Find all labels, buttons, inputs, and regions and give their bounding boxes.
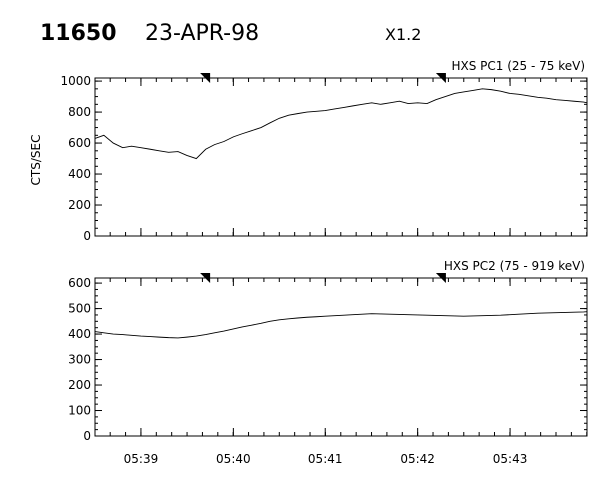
y-tick-label: 400: [68, 327, 91, 341]
y-axis-label: CTS/SEC: [29, 135, 43, 186]
pc2-title: HXS PC2 (75 - 919 keV): [444, 259, 585, 273]
x-tick-label: 05:42: [400, 452, 435, 466]
time-marker: [200, 73, 211, 83]
pc1-title: HXS PC1 (25 - 75 keV): [451, 59, 585, 73]
y-tick-label: 800: [68, 105, 91, 119]
time-marker: [200, 273, 211, 283]
x-tick-label: 05:39: [124, 452, 159, 466]
x-tick-label: 05:41: [308, 452, 343, 466]
x-tick-label: 05:40: [216, 452, 251, 466]
y-tick-label: 100: [68, 404, 91, 418]
series-line: [94, 311, 588, 339]
pc2-panel: HXS PC2 (75 - 919 keV) 0 100 200 300 400 500 6…: [68, 259, 588, 466]
y-tick-label: 200: [68, 198, 91, 212]
y-tick-label: 1000: [60, 74, 91, 88]
pc1-series: [94, 88, 588, 160]
y-tick-label: 300: [68, 353, 91, 367]
y-tick-label: 500: [68, 302, 91, 316]
flare-class: X1.2: [385, 25, 421, 44]
flare-date: 23-APR-98: [145, 21, 259, 46]
pc2-series: [94, 311, 588, 339]
y-tick-label: 400: [68, 167, 91, 181]
y-tick-label: 0: [83, 229, 91, 243]
pc2-plot-frame: [94, 277, 588, 437]
x-tick-label: 05:43: [493, 452, 528, 466]
y-tick-label: 600: [68, 136, 91, 150]
flare-number: 11650: [40, 21, 117, 46]
y-tick-label: 0: [83, 429, 91, 443]
series-line: [94, 88, 588, 160]
pc1-axes: 0 200 400 600 800 1000: [60, 73, 588, 243]
pc2-axes: 0 100 200 300 400 500 600 05:39 05:40 05:41 05:42 0…: [68, 273, 588, 466]
pc1-plot-frame: [94, 77, 588, 237]
y-tick-label: 600: [68, 276, 91, 290]
time-marker: [435, 273, 446, 283]
time-marker: [435, 73, 446, 83]
y-tick-label: 200: [68, 378, 91, 392]
pc1-panel: HXS PC1 (25 - 75 keV) CTS/SEC 0 200 400 600…: [29, 59, 588, 243]
